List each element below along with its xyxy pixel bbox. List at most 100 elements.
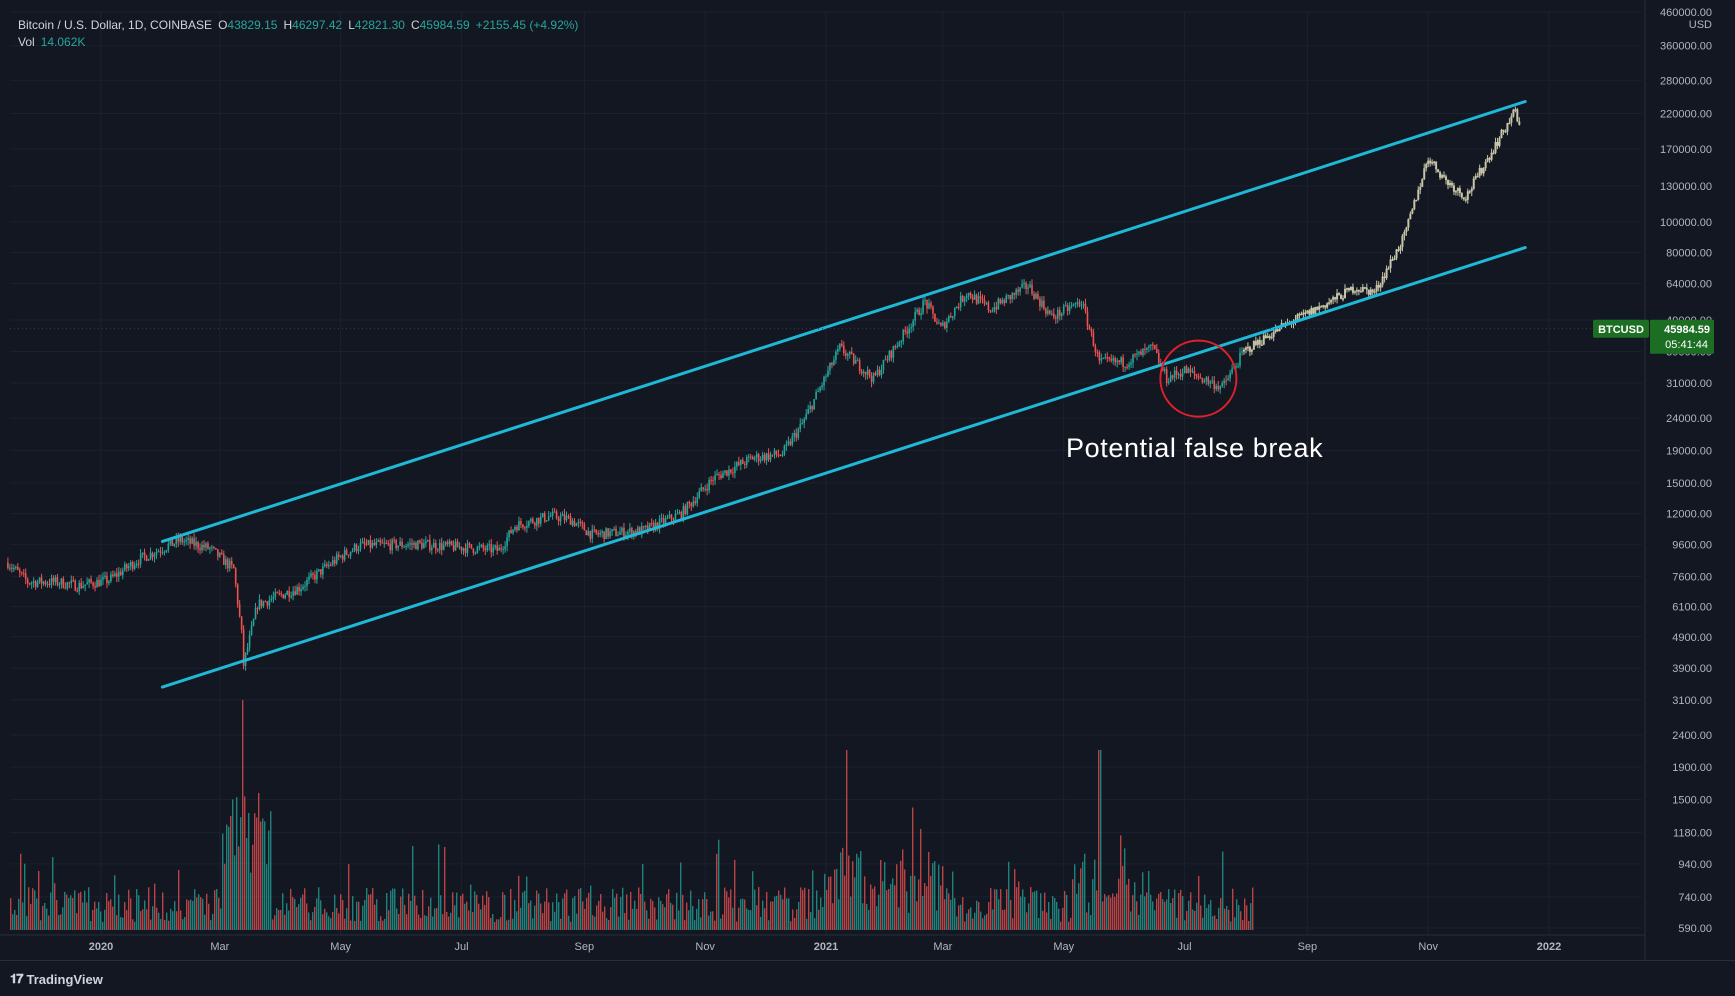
volume-bar: [50, 892, 52, 930]
volume-bar: [212, 913, 214, 930]
volume-bar: [1200, 905, 1202, 930]
candle-body: [326, 564, 328, 567]
volume-bar: [1134, 882, 1136, 930]
candle-body: [732, 472, 734, 474]
candle-body: [224, 559, 227, 565]
volume-bar: [732, 907, 734, 930]
volume-bar: [722, 914, 724, 930]
projection-body: [1272, 331, 1275, 337]
volume-bar: [34, 890, 36, 930]
price-tick-label: 19000.00: [1666, 445, 1712, 457]
symbol-title[interactable]: Bitcoin / U.S. Dollar, 1D, COINBASE: [18, 18, 213, 32]
volume-bar: [1140, 894, 1142, 930]
projection-body: [1399, 246, 1402, 251]
volume-bar: [1210, 900, 1212, 930]
candle-body: [1142, 348, 1144, 356]
volume-bar: [978, 902, 980, 930]
candle-body: [559, 516, 562, 522]
volume-bar: [888, 888, 890, 930]
volume-bar: [514, 900, 516, 930]
volume-bar: [952, 871, 954, 930]
candle-body: [951, 316, 954, 318]
candle-body: [1152, 344, 1154, 346]
volume-bar: [502, 892, 504, 930]
candle-body: [1183, 366, 1186, 373]
candle-body: [1203, 380, 1206, 383]
candle-body: [537, 517, 540, 524]
candle-body: [753, 457, 756, 460]
candle-body: [1064, 305, 1067, 307]
candle-body: [482, 544, 485, 549]
candle-body: [1102, 358, 1105, 360]
candle-body: [490, 544, 493, 553]
candle-body: [1197, 375, 1200, 378]
candle-body: [329, 564, 332, 566]
candle-body: [324, 564, 326, 567]
price-tick-label: 12000.00: [1666, 509, 1712, 521]
price-axis: 460000.00 360000.00 280000.00 220000.00 1700…: [1644, 0, 1712, 960]
volume-bar: [364, 899, 366, 930]
projection-body: [1254, 341, 1257, 345]
volume-bar: [688, 910, 690, 930]
volume-bar: [850, 896, 852, 930]
candle-body: [1231, 368, 1233, 374]
volume-bar: [340, 894, 342, 930]
price-tick-label: 280000.00: [1660, 75, 1712, 87]
volume-bar: [652, 900, 654, 930]
volume-bar: [984, 915, 986, 930]
candle-body: [688, 501, 691, 504]
volume-bar: [806, 918, 808, 930]
candle-body: [678, 511, 681, 514]
volume-bar: [334, 894, 336, 930]
projection-body: [1373, 291, 1376, 293]
candle-body: [534, 522, 536, 526]
volume-bar: [402, 888, 404, 930]
tradingview-logo-icon: 𝟏𝟕: [10, 971, 24, 986]
volume-bar: [708, 915, 710, 930]
volume-bar: [472, 912, 474, 930]
candle-body: [1070, 305, 1073, 307]
volume-bar: [932, 863, 934, 930]
candle-body: [1118, 360, 1120, 363]
candle-body: [910, 327, 912, 329]
volume-bar: [666, 894, 668, 930]
candle-body: [407, 544, 409, 547]
volume-bar: [238, 846, 240, 930]
projection-body: [1318, 306, 1321, 310]
time-tick-label: Nov: [1418, 941, 1438, 953]
time-tick-label: 2020: [89, 941, 113, 953]
volume-bar: [312, 912, 314, 930]
volume-bar: [278, 910, 280, 930]
volume-bar: [738, 907, 740, 930]
projection-body: [1316, 306, 1319, 310]
volume-label[interactable]: Vol: [18, 35, 35, 49]
projection-body: [1393, 258, 1396, 260]
candle-body: [1003, 300, 1006, 304]
tradingview-logo[interactable]: 𝟏𝟕 TradingView: [10, 971, 103, 987]
candle-body: [161, 552, 164, 554]
volume-bar: [366, 888, 368, 930]
candle-body: [589, 530, 592, 539]
candle-body: [607, 528, 609, 537]
candle-body: [363, 541, 366, 545]
candle-body: [1086, 311, 1089, 327]
volume-bar: [544, 901, 546, 930]
volume-bar: [168, 920, 170, 930]
candle-body: [121, 570, 124, 576]
volume-bar: [470, 884, 472, 930]
volume-bar: [274, 915, 276, 930]
volume-bar: [1052, 896, 1054, 930]
volume-bar: [1024, 896, 1026, 930]
candle-body: [1209, 381, 1212, 384]
volume-bar: [120, 917, 122, 930]
candle-body: [456, 541, 459, 548]
volume-bar: [356, 901, 358, 930]
price-tick-label: 1180.00: [1673, 828, 1712, 840]
candle-body: [337, 554, 340, 557]
volume-bar: [1226, 905, 1228, 930]
candle-body: [1060, 313, 1063, 316]
projection-body: [1502, 129, 1505, 132]
candle-body: [1021, 283, 1023, 288]
